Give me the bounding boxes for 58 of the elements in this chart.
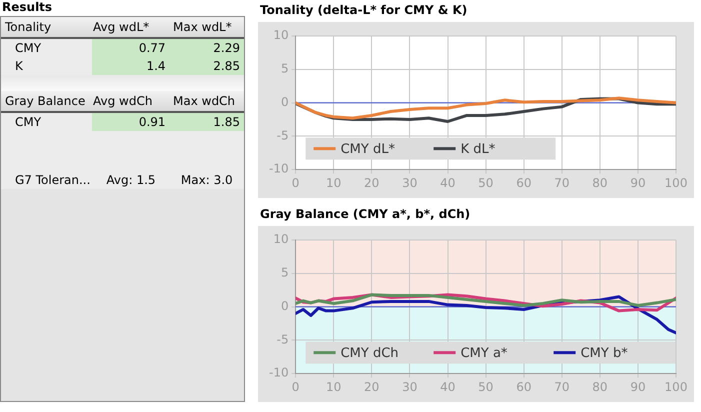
x-tick-label: 60 xyxy=(516,380,532,394)
text: 1.4 xyxy=(92,57,170,75)
legend-label: CMY dL* xyxy=(340,142,396,157)
y-tick-label: -5 xyxy=(276,128,289,142)
x-tick-label: 30 xyxy=(402,176,418,190)
x-tick-label: 70 xyxy=(554,380,570,394)
y-tick-label: -10 xyxy=(268,162,289,176)
x-tick-label: 30 xyxy=(402,380,418,394)
chart-title: Tonality (delta-L* for CMY & K) xyxy=(259,2,468,19)
text: CMY xyxy=(14,41,42,55)
x-tick-label: 20 xyxy=(364,176,380,190)
text: 0.77 xyxy=(92,39,170,57)
text: Results xyxy=(1,0,54,16)
text: 1.85 xyxy=(170,113,244,131)
legend-label: CMY dCh xyxy=(340,346,399,361)
x-tick-label: 40 xyxy=(440,176,456,190)
chart-title: Gray Balance (CMY a*, b*, dCh) xyxy=(259,206,472,223)
text: Avg: 1.5 xyxy=(105,172,157,189)
x-tick-label: 0 xyxy=(292,380,300,394)
x-tick-label: 60 xyxy=(516,176,532,190)
x-tick-label: 100 xyxy=(664,176,688,190)
y-tick-label: 5 xyxy=(280,266,289,280)
x-tick-label: 50 xyxy=(478,380,494,394)
text: K xyxy=(14,59,24,73)
x-tick-label: 80 xyxy=(592,380,608,394)
y-tick-label: 0 xyxy=(280,298,289,313)
text: G7 Toleran... xyxy=(14,173,92,187)
x-tick-label: 70 xyxy=(554,176,570,190)
legend-label: CMY a* xyxy=(460,346,508,361)
text: Max: 3.0 xyxy=(180,172,234,189)
text: Max wdL* xyxy=(172,19,233,36)
text: CMY xyxy=(14,115,42,129)
x-tick-label: 40 xyxy=(440,380,456,394)
x-tick-label: 100 xyxy=(664,380,688,394)
y-tick-label: 10 xyxy=(273,232,289,246)
x-tick-label: 10 xyxy=(326,176,342,190)
text: 2.29 xyxy=(170,39,244,57)
x-tick-label: 10 xyxy=(326,380,342,394)
text: Avg wdL* xyxy=(92,19,150,36)
x-tick-label: 50 xyxy=(478,176,494,190)
text: Avg wdCh xyxy=(92,93,154,110)
y-tick-label: -10 xyxy=(268,366,289,380)
text: 0.91 xyxy=(92,113,170,131)
legend-label: CMY b* xyxy=(580,346,628,361)
x-tick-label: 90 xyxy=(630,176,646,190)
x-tick-label: 90 xyxy=(630,380,646,394)
x-tick-label: 80 xyxy=(592,176,608,190)
x-tick-label: 20 xyxy=(364,380,380,394)
x-tick-label: 0 xyxy=(292,176,300,190)
text: Max wdCh xyxy=(172,93,236,110)
text: Gray Balance xyxy=(4,94,86,108)
y-tick-label: 5 xyxy=(280,62,289,76)
y-tick-label: 0 xyxy=(280,94,289,109)
text: Tonality xyxy=(4,20,52,34)
y-tick-label: -5 xyxy=(276,332,289,346)
y-tick-label: 10 xyxy=(273,28,289,42)
legend-label: K dL* xyxy=(460,142,496,157)
text: 2.85 xyxy=(170,57,244,75)
